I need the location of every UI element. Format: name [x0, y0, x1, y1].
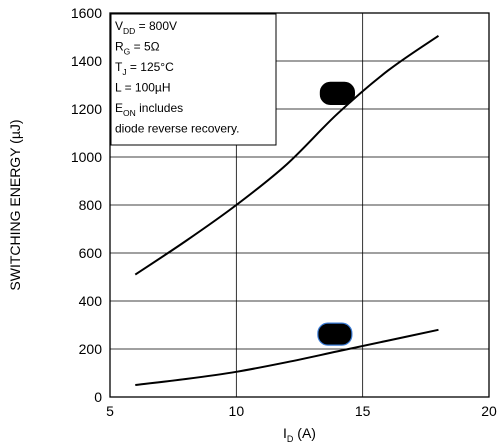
y-tick-label-5: 1000 — [71, 149, 102, 165]
annotation-line-4: EON includes — [115, 101, 183, 118]
y-tick-label-7: 1400 — [71, 53, 102, 69]
x-tick-label-1: 10 — [229, 403, 245, 419]
x-tick-label-0: 5 — [106, 403, 114, 419]
annotation-line-2: TJ = 125°C — [115, 60, 174, 77]
series-line-1 — [135, 328, 439, 386]
x-tick-label-3: 20 — [481, 403, 497, 419]
annotation-line-5: diode reverse recovery. — [115, 122, 240, 136]
series-marker-1 — [317, 322, 353, 346]
conditions-annotation: VDD = 800V RG = 5Ω TJ = 125°C L = 100µH EON … — [110, 13, 277, 146]
annotation-line-0: VDD = 800V — [115, 19, 177, 36]
y-tick-label-3: 600 — [79, 245, 103, 261]
plot-frame — [109, 12, 490, 398]
y-tick-label-0: 0 — [94, 389, 102, 405]
series-line-0 — [134, 34, 440, 276]
grid — [110, 13, 489, 397]
y-tick-label-6: 1200 — [71, 101, 102, 117]
annotation-box — [110, 13, 277, 146]
series-marker-0 — [319, 81, 355, 106]
y-axis-title: SWITCHING ENERGY (µJ) — [7, 119, 23, 290]
y-tick-labels: 0 200 400 600 800 1000 1200 1400 1600 — [71, 5, 102, 405]
curve-markers — [317, 81, 355, 346]
y-tick-label-8: 1600 — [71, 5, 102, 21]
annotation-line-3: L = 100µH — [115, 81, 171, 95]
y-tick-label-2: 400 — [79, 293, 103, 309]
x-tick-label-2: 15 — [355, 403, 371, 419]
annotation-line-1: RG = 5Ω — [115, 40, 160, 57]
curves — [134, 34, 440, 386]
x-axis-title: ID (A) — [283, 425, 316, 444]
x-tick-labels: 5 10 15 20 — [106, 403, 497, 419]
y-tick-label-1: 200 — [79, 341, 103, 357]
y-tick-label-4: 800 — [79, 197, 103, 213]
